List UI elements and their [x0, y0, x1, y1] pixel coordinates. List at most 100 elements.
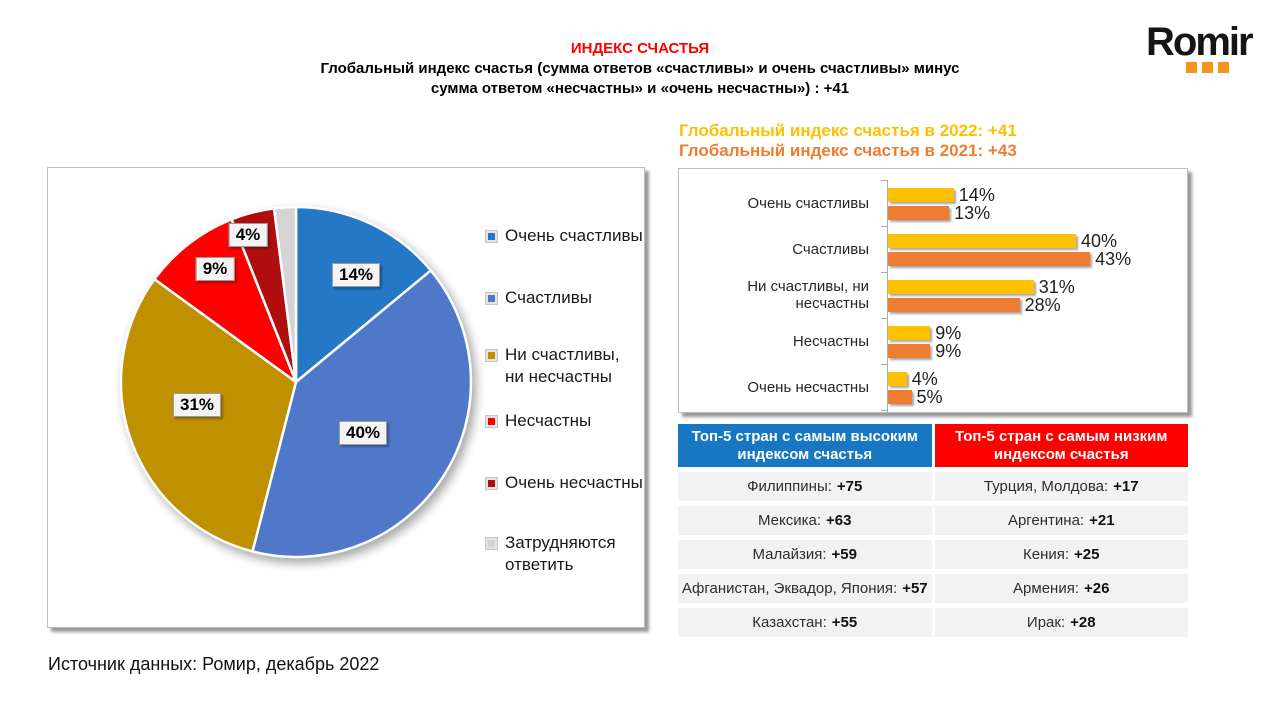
index-value: +57: [902, 580, 928, 597]
country-label: Мексика:: [758, 512, 822, 529]
legend-marker-icon: [485, 415, 498, 428]
legend-item: Затрудняются ответить: [485, 532, 643, 576]
bar-axis: [887, 180, 888, 413]
legend-marker-icon: [485, 537, 498, 550]
legend-item: Ни счастливы, ни несчастны: [485, 344, 643, 388]
bar-2021: [888, 206, 950, 220]
index-value: +26: [1084, 580, 1110, 597]
bar-chart-titles: Глобальный индекс счастья в 2022: +41 Гл…: [679, 121, 1189, 161]
pie-data-label: 40%: [338, 421, 388, 445]
bar-category-label: Очень несчастны: [747, 378, 869, 396]
bar-row: Счастливы 40% 43%: [679, 226, 1187, 272]
bar-2022: [888, 326, 931, 340]
table-row: Ирак: +28: [934, 608, 1188, 637]
bar-row: Очень несчастны 4% 5%: [679, 364, 1187, 410]
bar-2022: [888, 280, 1034, 294]
bar-2021: [888, 298, 1020, 312]
legend-label: Несчастны: [505, 411, 592, 430]
romir-logo-dots-icon: [1186, 62, 1256, 73]
pie-chart: [119, 205, 473, 559]
country-label: Армения:: [1013, 580, 1079, 597]
top5-table: Топ-5 стран с самым высоким индексом сча…: [678, 424, 1188, 637]
index-value: +55: [831, 614, 858, 631]
bar-value-label: 43%: [1095, 249, 1132, 269]
country-label: Турция, Молдова:: [983, 478, 1109, 495]
index-value: +21: [1089, 512, 1115, 529]
table-header-low: Топ-5 стран с самым низким индексом счас…: [934, 424, 1188, 467]
page-title: ИНДЕКС СЧАСТЬЯ: [570, 40, 710, 57]
bar-value-label: 4%: [911, 369, 938, 389]
table-row: Мексика: +63: [678, 506, 932, 535]
country-label: Филиппины:: [747, 478, 832, 495]
legend-item: Несчастны: [485, 410, 643, 432]
bar-2021: [888, 344, 931, 358]
bar-row: Очень счастливы 14% 13%: [679, 180, 1187, 226]
pie-slice: [251, 269, 473, 559]
bar-row: Ни счастливы, ни несчастны 31% 28%: [679, 272, 1187, 318]
country-label: Кения:: [1023, 546, 1070, 563]
index-value: +28: [1070, 614, 1096, 631]
axis-tick: [881, 226, 887, 227]
legend-marker-icon: [485, 349, 498, 362]
legend-label: Очень счастливы: [505, 226, 643, 245]
pie-data-label: 31%: [172, 393, 222, 417]
pie-data-label: 14%: [331, 263, 381, 287]
table-column-low: Турция, Молдова: +17 Аргентина: +21 Кения: +2…: [934, 472, 1188, 637]
legend-item: Очень несчастны: [485, 472, 643, 494]
table-row: Аргентина: +21: [934, 506, 1188, 535]
legend-label: Затрудняются ответить: [505, 533, 616, 574]
logo-dot-icon: [1202, 62, 1213, 73]
bar-value-label: 13%: [954, 203, 991, 223]
bar-category-label: Ни счастливы, ни несчастны: [747, 278, 869, 312]
bar-2022: [888, 372, 907, 386]
index-value: +59: [831, 546, 857, 563]
axis-tick: [881, 364, 887, 365]
country-label: Афганистан, Эквадор, Япония:: [681, 580, 898, 597]
romir-logo: Romir: [1146, 22, 1256, 73]
country-label: Малайзия:: [752, 546, 827, 563]
bar-row: Несчастны 9% 9%: [679, 318, 1187, 364]
bar-2022: [888, 188, 954, 202]
table-row: Афганистан, Эквадор, Япония: +57: [678, 574, 932, 603]
table-row: Турция, Молдова: +17: [934, 472, 1188, 501]
pie-slice: [294, 205, 433, 384]
axis-tick: [881, 272, 887, 273]
pie-data-label: 9%: [195, 257, 235, 281]
table-row: Малайзия: +59: [678, 540, 932, 569]
table-column-high: Филиппины: +75 Мексика: +63 Малайзия: +59 Афга…: [678, 472, 932, 637]
legend-label: Очень несчастны: [505, 473, 643, 492]
bar-category-label: Очень счастливы: [747, 194, 869, 212]
page-subtitle-line1: Глобальный индекс счастья (сумма ответов…: [320, 60, 960, 77]
bar-2022: [888, 234, 1076, 248]
table-header-high: Топ-5 стран с самым высоким индексом сча…: [678, 424, 932, 467]
pie-slice: [153, 218, 298, 384]
header-block: ИНДЕКС СЧАСТЬЯ Глобальный индекс счастья…: [160, 39, 1120, 99]
bar-category-label: Несчастны: [792, 332, 869, 350]
table-row: Казахстан: +55: [678, 608, 932, 637]
logo-dot-icon: [1218, 62, 1229, 73]
legend-label: Счастливы: [505, 288, 592, 307]
country-label: Казахстан:: [752, 614, 827, 631]
legend-item: Счастливы: [485, 287, 643, 309]
axis-tick: [881, 180, 887, 181]
bar-chart-panel: Очень счастливы 14% 13% Счастливы 40% 43% Ни с…: [678, 168, 1188, 413]
legend-label: Ни счастливы, ни несчастны: [505, 345, 620, 386]
bar-value-label: 31%: [1038, 277, 1075, 297]
logo-dot-icon: [1186, 62, 1197, 73]
legend-marker-icon: [485, 477, 498, 490]
pie-chart-panel: 14% 40% 31% 9% 4% Очень счастливы Счастливы Ни…: [47, 167, 645, 628]
bar-2021: [888, 390, 912, 404]
table-row: Филиппины: +75: [678, 472, 932, 501]
country-label: Аргентина:: [1007, 512, 1085, 529]
bar-category-label: Счастливы: [792, 240, 869, 258]
legend-marker-icon: [485, 292, 498, 305]
axis-tick: [881, 318, 887, 319]
legend-marker-icon: [485, 230, 498, 243]
bar-value-label: 9%: [935, 323, 962, 343]
index-value: +17: [1113, 478, 1139, 495]
index-value: +63: [826, 512, 852, 529]
romir-logo-text: Romir: [1146, 20, 1254, 64]
bar-value-label: 5%: [916, 387, 943, 407]
pie-data-label: 4%: [228, 223, 268, 247]
country-label: Ирак:: [1026, 614, 1066, 631]
